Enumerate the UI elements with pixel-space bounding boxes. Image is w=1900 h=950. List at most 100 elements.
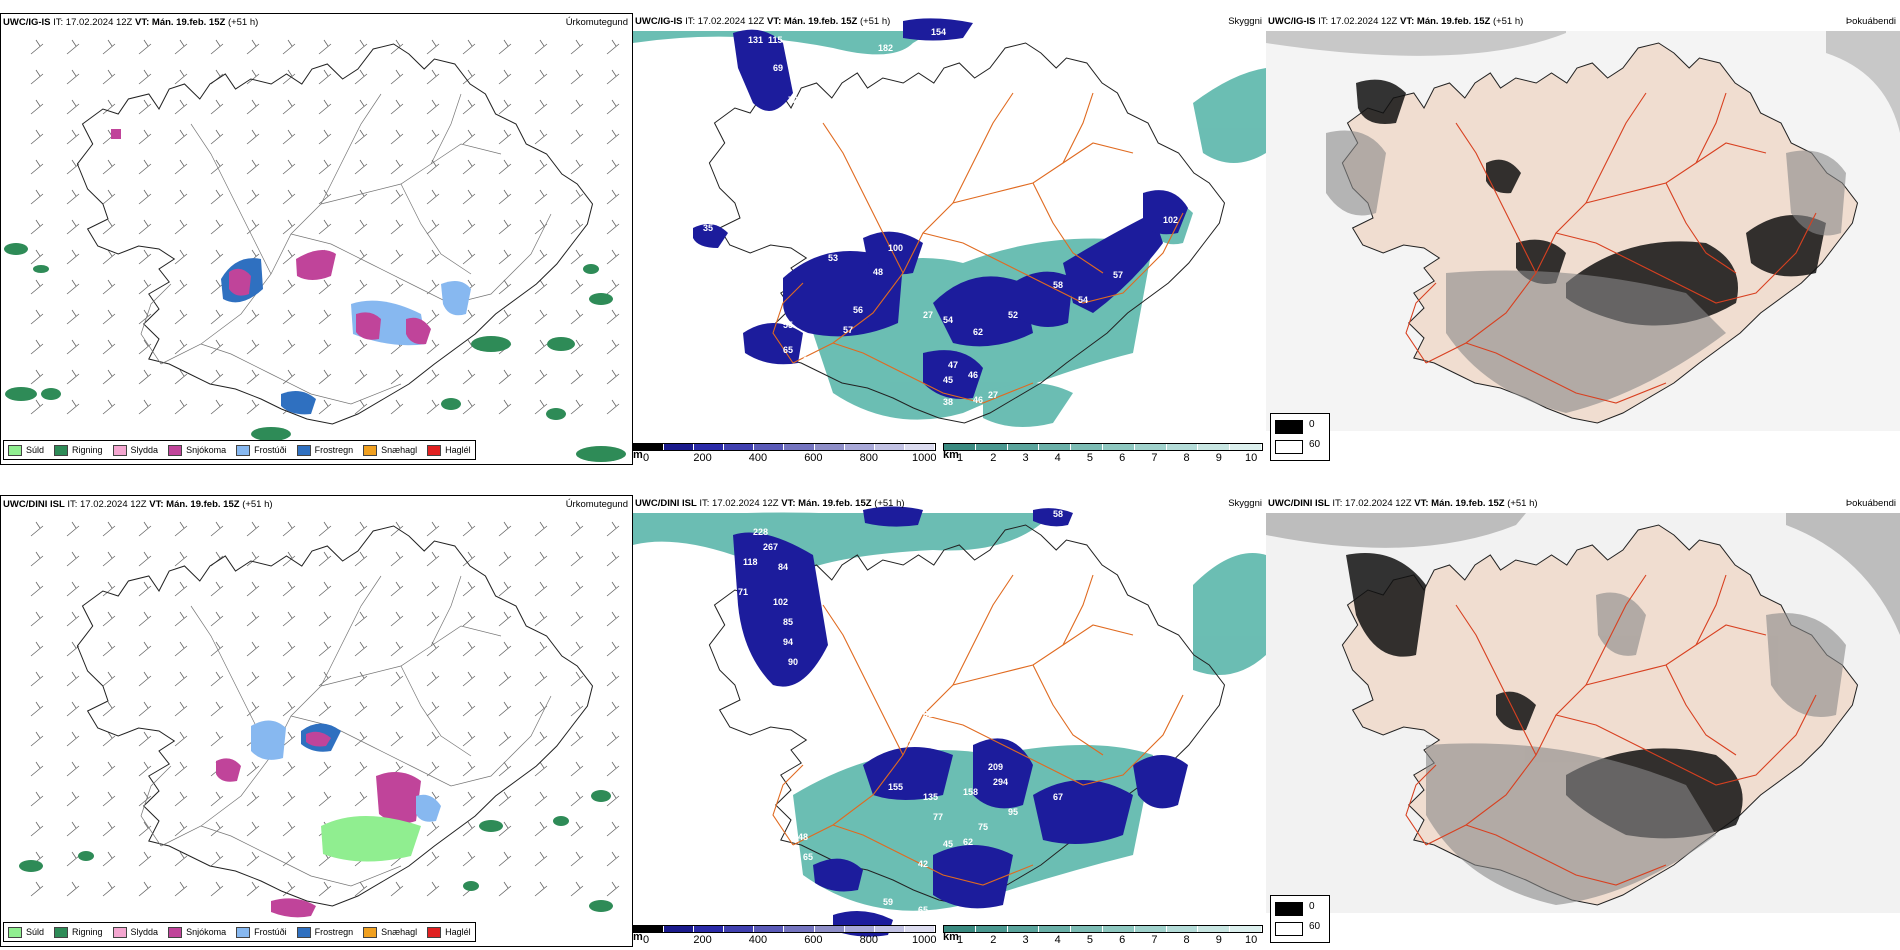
wind-barbs (30, 39, 620, 415)
wind-barb (390, 159, 404, 175)
colorbar-swatch (754, 926, 785, 932)
snow-depth-label: 39 (703, 712, 713, 722)
wind-barb (66, 99, 80, 115)
colorbar-swatch (694, 926, 725, 932)
wind-barb (354, 641, 368, 657)
wind-barb (66, 339, 80, 355)
snow-depth-label: 84 (778, 562, 788, 572)
road (832, 824, 1034, 886)
wind-barb (174, 761, 188, 777)
wind-barb (534, 369, 548, 385)
wind-barb (534, 791, 548, 807)
wind-barb (282, 159, 296, 175)
colorbar-swatch (1134, 444, 1167, 450)
wind-barb (570, 219, 584, 235)
colorbar-unit: km (943, 931, 959, 943)
road (1555, 694, 1817, 786)
wind-barb (246, 881, 260, 897)
colorbar-tick: 3 (1022, 452, 1029, 464)
wind-barb (174, 701, 188, 717)
road (1405, 764, 1437, 846)
wind-barb (318, 219, 332, 235)
wind-barb (30, 641, 44, 657)
wind-barb (66, 821, 80, 837)
wind-barb (570, 551, 584, 567)
wind-barb (606, 821, 620, 837)
colorbar-swatch (694, 444, 725, 450)
wind-barb (30, 339, 44, 355)
colorbar-swatch (1198, 444, 1231, 450)
wind-barb (174, 39, 188, 55)
colorbar-swatch (754, 444, 785, 450)
road (1665, 664, 1737, 756)
wind-barb (498, 309, 512, 325)
snow-depth-label: 102 (773, 597, 788, 607)
wind-barb (246, 521, 260, 537)
wind-barb (606, 129, 620, 145)
wind-barb (462, 851, 476, 867)
snow-depth-label: 182 (878, 43, 893, 53)
colorbar-swatch (664, 444, 695, 450)
snow-depth-label: 267 (763, 542, 778, 552)
wind-barb (390, 611, 404, 627)
wind-barb (426, 641, 440, 657)
road (922, 212, 1184, 304)
wind-barb (354, 761, 368, 777)
wind-barb (426, 339, 440, 355)
wind-barb (210, 671, 224, 687)
snow-depth-labels: 228 267 151 58 118 84 82 71 102 85 94 90 39 68 66 61 57 1… (703, 505, 1063, 915)
wind-barb (246, 671, 260, 687)
panel-title: Úrkomutegund (565, 17, 628, 28)
wind-barb (210, 791, 224, 807)
colorbar-swatch (904, 444, 935, 450)
wind-barb (246, 761, 260, 777)
snow-depth-label: 158 (963, 787, 978, 797)
wind-barb (318, 611, 332, 627)
legend-item: Frostregn (296, 926, 353, 938)
road (320, 575, 382, 687)
wind-barb (174, 581, 188, 597)
wind-barb (462, 611, 476, 627)
wind-barb (210, 641, 224, 657)
fog-legend-swatch (1275, 440, 1303, 454)
fog-legend-label: 0 (1309, 901, 1315, 912)
wind-barb (246, 821, 260, 837)
wind-barb (606, 309, 620, 325)
snow-depth-label: 65 (918, 905, 928, 915)
wind-barb (66, 399, 80, 415)
snow-depth-label: 66 (893, 705, 903, 715)
wind-barb (102, 791, 116, 807)
colorbar-swatch (844, 444, 875, 450)
snow-depth-label: 209 (988, 762, 1003, 772)
wind-barb (246, 581, 260, 597)
wind-barb (318, 551, 332, 567)
wind-barb (354, 791, 368, 807)
precip-type-legend: Súld Rigning Slydda Snjókoma Frostúði Frostre… (3, 922, 476, 942)
road (290, 213, 552, 305)
colorbar-swatch (975, 926, 1008, 932)
wind-barb (606, 399, 620, 415)
fog-legend-label: 0 (1309, 419, 1315, 430)
wind-barb (66, 851, 80, 867)
wind-barb (246, 641, 260, 657)
wind-barb (354, 69, 368, 85)
snow-depth-panel-row2: 228 267 151 58 118 84 82 71 102 85 94 90 39 68 66 61 57 1… (633, 495, 1266, 947)
wind-barb (498, 279, 512, 295)
colorbar-tick: 10 (1245, 452, 1258, 464)
snow-depth-label: 42 (918, 859, 928, 869)
wind-barb (246, 189, 260, 205)
legend-swatch (236, 926, 251, 938)
wind-barb (174, 731, 188, 747)
colorbar-swatch (664, 926, 695, 932)
wind-barb (570, 791, 584, 807)
snow-depth-label: 61 (923, 709, 933, 719)
snow-depth-label: 62 (963, 837, 973, 847)
wind-barb (66, 159, 80, 175)
wind-barb (138, 249, 152, 265)
wind-barb (102, 189, 116, 205)
colorbar-unit: m (633, 931, 643, 943)
colorbar-swatch (975, 444, 1008, 450)
wind-barb (534, 99, 548, 115)
snow-depth-label: 103 (803, 355, 818, 365)
wind-barb (534, 581, 548, 597)
